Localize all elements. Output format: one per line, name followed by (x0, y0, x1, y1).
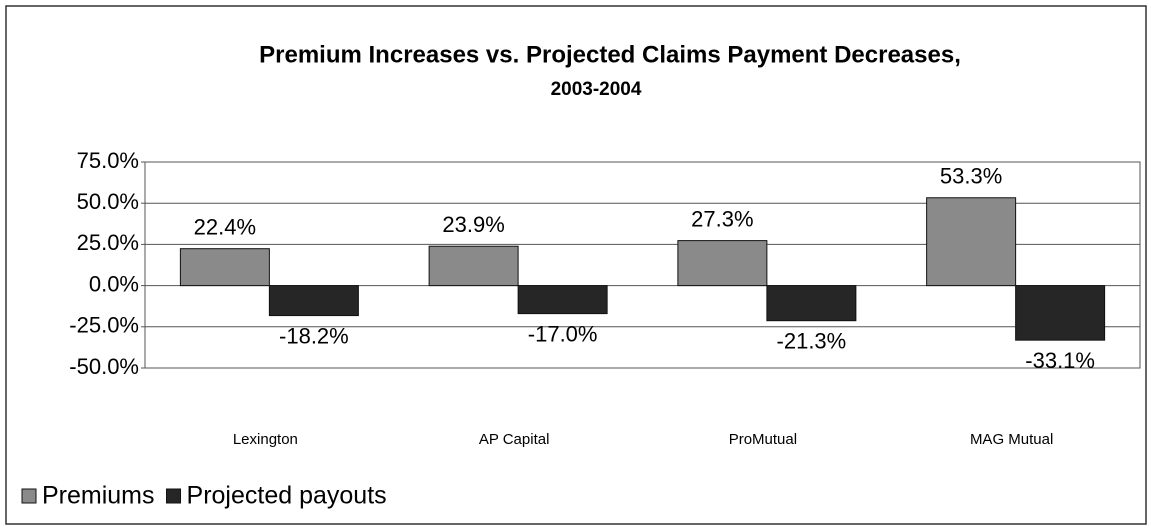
bar (926, 197, 1017, 287)
data-label: 27.3% (691, 206, 753, 231)
chart-border (5, 5, 1147, 525)
chart-subtitle: 2003-2004 (551, 79, 642, 100)
data-label: 53.3% (940, 164, 1002, 189)
x-tick-label: MAG Mutual (970, 431, 1053, 448)
legend-swatch (166, 488, 182, 504)
chart-title: Premium Increases vs. Projected Claims P… (259, 41, 961, 68)
x-tick-label: Lexington (233, 431, 298, 448)
bar (1015, 285, 1106, 341)
y-tick-label: 75.0% (77, 148, 139, 173)
bar (677, 240, 768, 287)
legend-swatch (21, 488, 37, 504)
y-tick-label: -50.0% (69, 354, 139, 379)
data-label: 22.4% (194, 214, 256, 239)
y-tick-label: 50.0% (77, 189, 139, 214)
data-label: 23.9% (442, 212, 504, 237)
y-tick-label: -25.0% (69, 313, 139, 338)
bar (517, 285, 608, 315)
bar (179, 248, 270, 287)
data-label: -17.0% (528, 321, 598, 346)
y-tick-label: 0.0% (89, 271, 139, 296)
data-label: -18.2% (279, 323, 349, 348)
bar (268, 285, 359, 317)
y-tick-label: 25.0% (77, 230, 139, 255)
data-label: -21.3% (777, 329, 847, 354)
legend-label: Projected payouts (187, 482, 387, 510)
x-tick-label: AP Capital (479, 431, 550, 448)
x-tick-label: ProMutual (729, 431, 797, 448)
legend-label: Premiums (42, 482, 155, 510)
bar (766, 285, 857, 322)
data-label: -33.1% (1025, 348, 1095, 373)
bar (428, 245, 519, 287)
